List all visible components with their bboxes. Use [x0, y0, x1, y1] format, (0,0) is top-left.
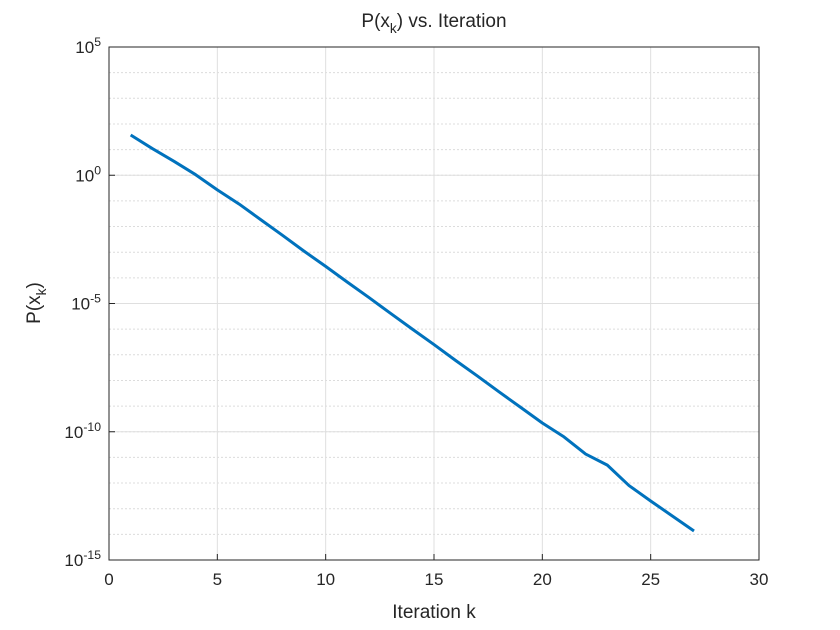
x-tick-label: 20 — [533, 570, 552, 589]
x-tick-label: 5 — [213, 570, 222, 589]
x-axis-label: Iteration k — [392, 602, 476, 623]
x-tick-label: 30 — [750, 570, 769, 589]
chart-title: P(xk​) vs. Iteration — [361, 11, 506, 36]
marks — [129, 133, 695, 533]
grid — [108, 46, 760, 561]
x-tick-label: 15 — [425, 570, 444, 589]
data-line — [129, 133, 695, 533]
x-tick-label: 25 — [641, 570, 660, 589]
y-axis-label: P(xk​) — [24, 282, 49, 324]
x-tick-label: 10 — [316, 570, 335, 589]
x-tick-label: 0 — [104, 570, 113, 589]
